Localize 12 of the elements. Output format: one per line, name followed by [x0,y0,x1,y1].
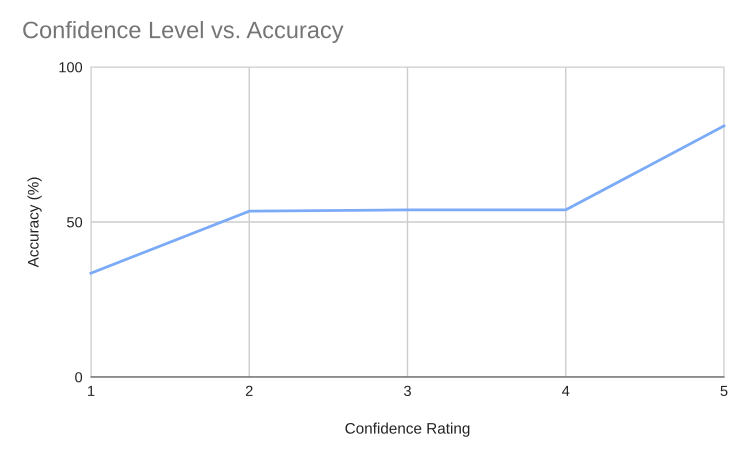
x-tick-label: 4 [562,386,570,396]
line-series [90,124,726,275]
x-axis-title: Confidence Rating [345,422,470,437]
y-tick-label: 100 [59,62,82,72]
y-tick-label: 50 [67,217,82,228]
x-tick-label: 5 [720,386,728,396]
y-tick-label: 0 [75,372,82,382]
x-tick-label: 1 [88,386,94,396]
x-tick-label: 3 [404,386,411,396]
chart-title: Confidence Level vs. Accuracy [23,20,344,44]
x-tick-label: 2 [246,386,253,396]
y-axis-title: Accuracy (%) [27,178,42,268]
